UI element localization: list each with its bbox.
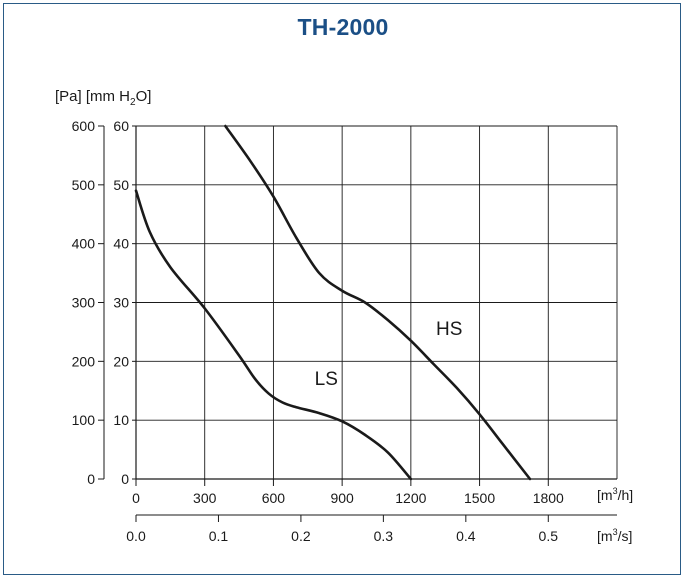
grid-lines xyxy=(136,125,618,479)
m3h-tick-label: 600 xyxy=(262,490,286,506)
pa-tick-label: 500 xyxy=(72,177,96,193)
m3h-tick-label: 300 xyxy=(193,490,217,506)
pa-tick-label: 600 xyxy=(72,118,96,134)
m3h-tick-label: 1200 xyxy=(395,490,426,506)
mmh2o-tick-label: 30 xyxy=(113,295,129,311)
chart-frame xyxy=(3,3,681,575)
curve-label-ls: LS xyxy=(315,369,338,390)
m3h-tick-label: 1500 xyxy=(464,490,495,506)
curve-ls xyxy=(134,189,413,481)
m3h-tick-label: 0 xyxy=(132,490,140,506)
y-axis-unit-label: [Pa] [mm H2O] xyxy=(55,88,151,108)
m3h-tick-label: 1800 xyxy=(533,490,564,506)
axes xyxy=(98,125,617,522)
m3h-tick-label: 900 xyxy=(330,490,354,506)
pa-tick-label: 200 xyxy=(72,353,96,369)
m3s-tick-label: 0.2 xyxy=(291,528,311,544)
mmh2o-tick-label: 60 xyxy=(113,118,129,134)
m3s-tick-label: 0.3 xyxy=(374,528,394,544)
curves xyxy=(134,124,532,481)
m3s-tick-label: 0.0 xyxy=(126,528,146,544)
curve-hs xyxy=(224,124,532,481)
pa-tick-label: 300 xyxy=(72,295,96,311)
pa-tick-label: 100 xyxy=(72,412,96,428)
mmh2o-tick-label: 40 xyxy=(113,236,129,252)
m3s-tick-label: 0.1 xyxy=(209,528,229,544)
curve-label-hs: HS xyxy=(436,319,462,340)
x-axis-unit-label-m3h: [m3/h] xyxy=(597,486,633,503)
pa-tick-label: 0 xyxy=(87,471,95,487)
chart-title: TH-2000 xyxy=(297,14,389,40)
mmh2o-tick-label: 10 xyxy=(113,412,129,428)
mmh2o-tick-label: 50 xyxy=(113,177,129,193)
x-axis-unit-label-m3s: [m3/s] xyxy=(597,527,632,544)
m3s-tick-label: 0.4 xyxy=(456,528,476,544)
pa-tick-label: 400 xyxy=(72,236,96,252)
mmh2o-tick-label: 20 xyxy=(113,353,129,369)
mmh2o-tick-label: 0 xyxy=(121,471,129,487)
m3s-tick-label: 0.5 xyxy=(539,528,559,544)
